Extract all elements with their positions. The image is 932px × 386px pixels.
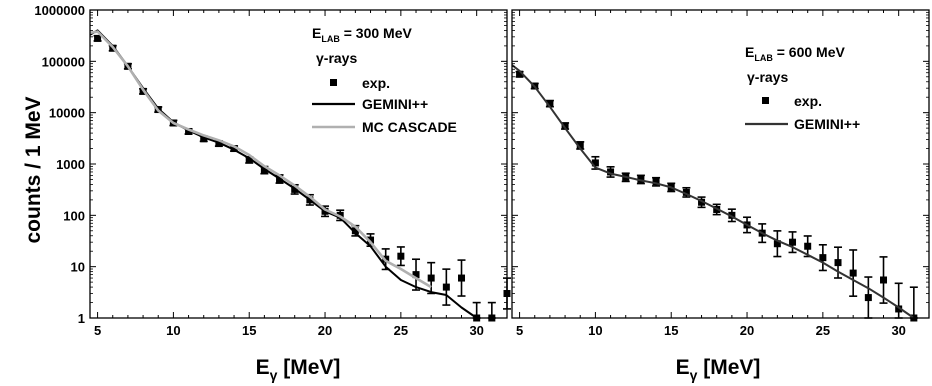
y-axis-title: counts / 1 MeV bbox=[22, 96, 45, 243]
right-series-gemini-line bbox=[511, 64, 915, 319]
right-legend-subtitle: γ-rays bbox=[747, 69, 788, 85]
left-exp-point bbox=[230, 145, 238, 153]
left-x-tick-label: 10 bbox=[166, 323, 180, 338]
right-axis-ticks: 5 10 15 20 25 30 bbox=[512, 9, 930, 338]
right-exp-point bbox=[834, 259, 842, 267]
right-exp-point bbox=[773, 240, 781, 248]
right-exp-point bbox=[546, 100, 554, 108]
right-exp-point bbox=[561, 122, 569, 130]
left-y-tick-label: 10 bbox=[71, 260, 85, 275]
left-panel: 5 10 15 20 25 301101001000100001000001000000 … bbox=[34, 3, 511, 383]
right-exp-point bbox=[849, 269, 857, 277]
left-exp-point bbox=[458, 274, 466, 282]
left-exp-point bbox=[94, 34, 102, 42]
left-exp-point bbox=[412, 271, 420, 279]
left-legend-exp-marker bbox=[330, 79, 337, 86]
left-exp-point bbox=[245, 156, 253, 164]
left-legend-mc-label: MC CASCADE bbox=[362, 119, 457, 135]
left-plot-area bbox=[89, 29, 511, 322]
left-series-mc-cascade-line bbox=[89, 30, 432, 289]
right-legend-gemini-label: GEMINI++ bbox=[794, 116, 860, 132]
right-x-tick-label: 5 bbox=[516, 323, 523, 338]
right-x-tick-label: 25 bbox=[816, 323, 830, 338]
right-x-tick-label: 20 bbox=[740, 323, 754, 338]
left-exp-point bbox=[200, 135, 208, 143]
left-legend-gemini-label: GEMINI++ bbox=[362, 96, 428, 112]
left-exp-point bbox=[427, 274, 435, 282]
right-exp-point bbox=[804, 242, 812, 250]
right-legend-exp-label: exp. bbox=[794, 93, 822, 109]
left-y-tick-label: 100000 bbox=[42, 54, 85, 69]
left-x-tick-label: 20 bbox=[318, 323, 332, 338]
right-legend-title: ELAB = 600 MeV bbox=[745, 44, 845, 63]
right-exp-point bbox=[607, 168, 615, 176]
left-y-tick-label: 100 bbox=[63, 208, 85, 223]
left-exp-point bbox=[367, 236, 375, 244]
right-legend: ELAB = 600 MeV γ-rays exp. GEMINI++ bbox=[745, 44, 860, 132]
right-exp-point bbox=[895, 305, 903, 313]
left-legend-subtitle: γ-rays bbox=[316, 50, 357, 66]
right-x-tick-label: 15 bbox=[664, 323, 678, 338]
right-exp-point bbox=[682, 188, 690, 196]
left-y-tick-label: 1000 bbox=[56, 157, 85, 172]
right-plot-frame bbox=[511, 9, 930, 319]
right-exp-point bbox=[576, 141, 584, 149]
right-exp-point bbox=[728, 211, 736, 219]
right-panel: 5 10 15 20 25 30 Eγ [MeV] ELAB = 600 MeV γ-ra… bbox=[511, 9, 930, 383]
right-x-tick-label: 30 bbox=[891, 323, 905, 338]
right-legend-exp-marker bbox=[762, 97, 769, 104]
right-exp-point bbox=[864, 294, 872, 302]
left-exp-point bbox=[397, 252, 405, 260]
right-plot-area bbox=[511, 64, 918, 322]
right-exp-point bbox=[591, 159, 599, 167]
right-exp-point bbox=[789, 238, 797, 246]
left-axis-ticks: 5 10 15 20 25 30 1 10 100 1000 10000 100000 1000000 bbox=[34, 3, 508, 338]
left-y-tick-label: 1000000 bbox=[34, 3, 85, 18]
left-x-tick-label: 15 bbox=[242, 323, 256, 338]
left-legend-exp-label: exp. bbox=[362, 75, 390, 91]
left-x-tick-label: 5 bbox=[94, 323, 101, 338]
left-legend: ELAB = 300 MeV γ-rays exp. GEMINI++ MC C… bbox=[312, 25, 457, 135]
left-x-tick-label: 25 bbox=[394, 323, 408, 338]
right-exp-point bbox=[698, 198, 706, 206]
left-legend-title: ELAB = 300 MeV bbox=[312, 25, 412, 44]
right-exp-point bbox=[516, 70, 524, 78]
left-exp-point bbox=[351, 227, 359, 235]
left-y-tick-label: 1 bbox=[78, 311, 85, 326]
right-exp-point bbox=[652, 178, 660, 186]
right-exp-point bbox=[880, 276, 888, 284]
right-x-tick-label: 10 bbox=[588, 323, 602, 338]
left-x-tick-label: 30 bbox=[469, 323, 483, 338]
left-plot-frame bbox=[89, 9, 508, 319]
right-x-axis-title: Eγ [MeV] bbox=[676, 356, 761, 383]
left-exp-point bbox=[442, 283, 450, 291]
right-exp-point bbox=[819, 254, 827, 262]
left-x-axis-title: Eγ [MeV] bbox=[256, 356, 341, 383]
left-y-tick-label: 10000 bbox=[49, 106, 85, 121]
